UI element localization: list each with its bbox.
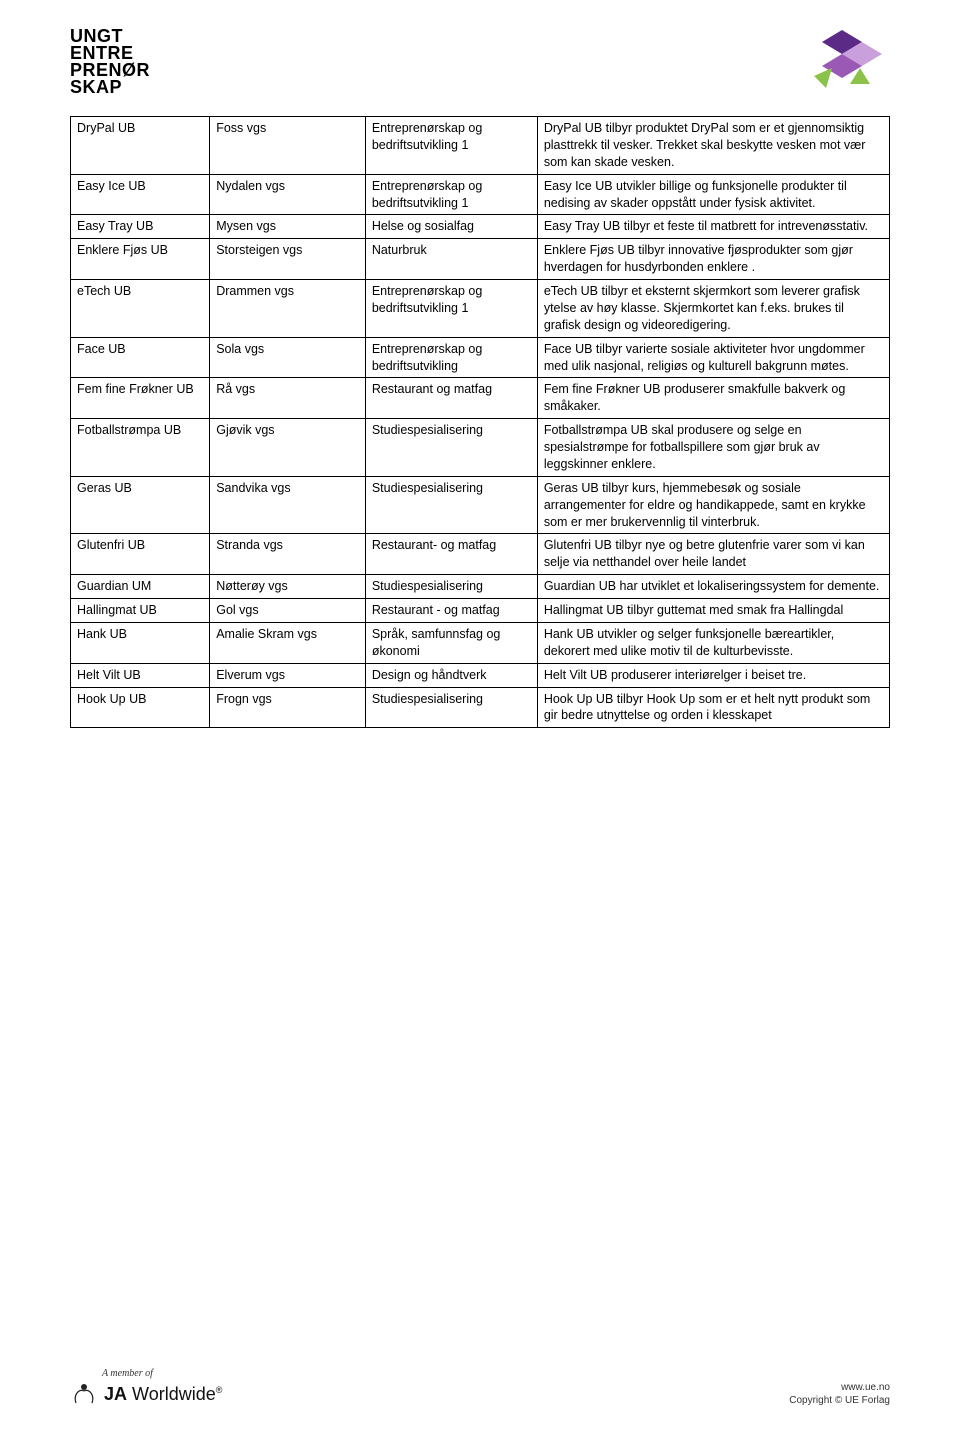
cell-name: Hook Up UB [71, 687, 210, 728]
cell-name: DryPal UB [71, 117, 210, 175]
cell-subject: Restaurant- og matfag [365, 534, 537, 575]
table-row: Hook Up UBFrogn vgsStudiespesialiseringH… [71, 687, 890, 728]
table-row: Glutenfri UBStranda vgsRestaurant- og ma… [71, 534, 890, 575]
table-row: Guardian UMNøtterøy vgsStudiespesialiser… [71, 575, 890, 599]
cell-desc: Guardian UB har utviklet et lokalisering… [537, 575, 889, 599]
table-row: DryPal UBFoss vgsEntreprenørskap og bedr… [71, 117, 890, 175]
cell-name: Geras UB [71, 476, 210, 534]
cell-subject: Entreprenørskap og bedriftsutvikling 1 [365, 280, 537, 338]
cell-desc: Enklere Fjøs UB tilbyr innovative fjøspr… [537, 239, 889, 280]
cell-name: Fotballstrømpa UB [71, 419, 210, 477]
cell-school: Sandvika vgs [210, 476, 366, 534]
cell-desc: Hallingmat UB tilbyr guttemat med smak f… [537, 599, 889, 623]
logo-wordmark: UNGT ENTRE PRENØR SKAP [70, 28, 150, 96]
page-footer: A member of JA Worldwide® www.ue.no Copy… [70, 1368, 890, 1407]
cell-desc: Fem fine Frøkner UB produserer smakfulle… [537, 378, 889, 419]
cell-desc: eTech UB tilbyr et eksternt skjermkort s… [537, 280, 889, 338]
table-row: eTech UBDrammen vgsEntreprenørskap og be… [71, 280, 890, 338]
table-row: Easy Tray UBMysen vgsHelse og sosialfagE… [71, 215, 890, 239]
table-row: Hallingmat UBGol vgsRestaurant - og matf… [71, 599, 890, 623]
footer-left: A member of JA Worldwide® [70, 1368, 222, 1407]
footer-member-of: A member of [102, 1368, 222, 1379]
cell-desc: Fotballstrømpa UB skal produsere og selg… [537, 419, 889, 477]
cell-subject: Studiespesialisering [365, 419, 537, 477]
cell-subject: Entreprenørskap og bedriftsutvikling [365, 337, 537, 378]
cell-subject: Restaurant og matfag [365, 378, 537, 419]
footer-site: www.ue.no [789, 1381, 890, 1394]
cell-desc: Easy Tray UB tilbyr et feste til matbret… [537, 215, 889, 239]
cell-desc: DryPal UB tilbyr produktet DryPal som er… [537, 117, 889, 175]
cell-school: Gol vgs [210, 599, 366, 623]
cell-school: Mysen vgs [210, 215, 366, 239]
cell-name: eTech UB [71, 280, 210, 338]
ja-text: JA Worldwide® [104, 1384, 222, 1405]
cell-school: Frogn vgs [210, 687, 366, 728]
companies-table: DryPal UBFoss vgsEntreprenørskap og bedr… [70, 116, 890, 728]
cell-desc: Face UB tilbyr varierte sosiale aktivite… [537, 337, 889, 378]
cell-subject: Studiespesialisering [365, 476, 537, 534]
cell-school: Storsteigen vgs [210, 239, 366, 280]
table-row: Fotballstrømpa UBGjøvik vgsStudiespesial… [71, 419, 890, 477]
cell-name: Fem fine Frøkner UB [71, 378, 210, 419]
cell-subject: Studiespesialisering [365, 687, 537, 728]
table-row: Enklere Fjøs UBStorsteigen vgsNaturbrukE… [71, 239, 890, 280]
cell-subject: Språk, samfunnsfag og økonomi [365, 622, 537, 663]
ja-hands-icon [70, 1381, 98, 1407]
page-header: UNGT ENTRE PRENØR SKAP [70, 28, 890, 98]
cell-school: Rå vgs [210, 378, 366, 419]
cell-name: Glutenfri UB [71, 534, 210, 575]
cell-subject: Entreprenørskap og bedriftsutvikling 1 [365, 174, 537, 215]
table-row: Fem fine Frøkner UBRå vgsRestaurant og m… [71, 378, 890, 419]
cell-subject: Naturbruk [365, 239, 537, 280]
cell-subject: Design og håndtverk [365, 663, 537, 687]
cell-desc: Geras UB tilbyr kurs, hjemmebesøk og sos… [537, 476, 889, 534]
footer-right: www.ue.no Copyright © UE Forlag [789, 1381, 890, 1407]
cell-desc: Hook Up UB tilbyr Hook Up som er et helt… [537, 687, 889, 728]
ja-worldwide-logo: JA Worldwide® [70, 1381, 222, 1407]
cell-school: Sola vgs [210, 337, 366, 378]
cell-school: Gjøvik vgs [210, 419, 366, 477]
footer-copyright: Copyright © UE Forlag [789, 1394, 890, 1407]
cell-school: Amalie Skram vgs [210, 622, 366, 663]
logo-mark-icon [800, 28, 890, 98]
table-row: Hank UBAmalie Skram vgsSpråk, samfunnsfa… [71, 622, 890, 663]
table-row: Geras UBSandvika vgsStudiespesialisering… [71, 476, 890, 534]
cell-subject: Helse og sosialfag [365, 215, 537, 239]
cell-school: Nøtterøy vgs [210, 575, 366, 599]
cell-name: Helt Vilt UB [71, 663, 210, 687]
cell-school: Nydalen vgs [210, 174, 366, 215]
cell-school: Stranda vgs [210, 534, 366, 575]
cell-name: Hank UB [71, 622, 210, 663]
cell-desc: Glutenfri UB tilbyr nye og betre glutenf… [537, 534, 889, 575]
cell-name: Enklere Fjøs UB [71, 239, 210, 280]
cell-school: Foss vgs [210, 117, 366, 175]
cell-name: Easy Ice UB [71, 174, 210, 215]
cell-school: Drammen vgs [210, 280, 366, 338]
table-row: Face UBSola vgsEntreprenørskap og bedrif… [71, 337, 890, 378]
cell-subject: Studiespesialisering [365, 575, 537, 599]
cell-school: Elverum vgs [210, 663, 366, 687]
cell-desc: Easy Ice UB utvikler billige og funksjon… [537, 174, 889, 215]
cell-subject: Entreprenørskap og bedriftsutvikling 1 [365, 117, 537, 175]
cell-desc: Helt Vilt UB produserer interiørelger i … [537, 663, 889, 687]
table-row: Helt Vilt UBElverum vgsDesign og håndtve… [71, 663, 890, 687]
cell-name: Face UB [71, 337, 210, 378]
cell-subject: Restaurant - og matfag [365, 599, 537, 623]
cell-name: Guardian UM [71, 575, 210, 599]
cell-name: Hallingmat UB [71, 599, 210, 623]
cell-name: Easy Tray UB [71, 215, 210, 239]
logo-line-4: SKAP [70, 79, 150, 96]
cell-desc: Hank UB utvikler og selger funksjonelle … [537, 622, 889, 663]
table-row: Easy Ice UBNydalen vgsEntreprenørskap og… [71, 174, 890, 215]
